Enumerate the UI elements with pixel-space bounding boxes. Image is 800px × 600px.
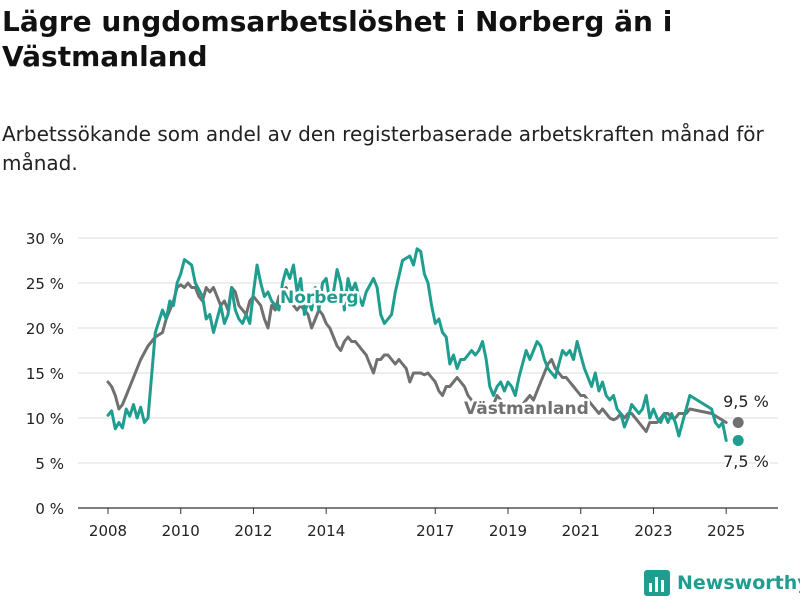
series-line-vastmanland <box>106 281 728 433</box>
end-label-norberg: 7,5 % <box>723 452 769 471</box>
y-axis-ticks: 0 % 5 % 10 % 15 % 20 % 25 % 30 % <box>26 230 64 518</box>
series-name-norberg: Norberg <box>280 288 359 308</box>
series-lines <box>106 247 744 446</box>
y-tick-label: 20 % <box>26 320 64 338</box>
y-tick-label: 30 % <box>26 230 64 248</box>
series-line-norberg <box>106 247 728 442</box>
brand-logo: Newsworthy <box>644 568 800 598</box>
series-labels: Norberg Västmanland 9,5 % 7,5 % <box>278 286 771 474</box>
end-point-norberg <box>732 435 744 446</box>
x-tick-label: 2023 <box>634 522 672 540</box>
newsworthy-logo-icon <box>644 570 670 596</box>
y-tick-label: 0 % <box>35 500 64 518</box>
end-label-vastmanland: 9,5 % <box>723 392 769 411</box>
x-tick-label: 2008 <box>89 522 127 540</box>
x-tick-label: 2025 <box>707 522 745 540</box>
x-tick-label: 2010 <box>162 522 200 540</box>
end-point-vastmanland <box>732 417 744 428</box>
x-tick-label: 2021 <box>562 522 600 540</box>
y-tick-label: 5 % <box>35 455 64 473</box>
chart-subtitle: Arbetssökande som andel av den registerb… <box>2 122 764 175</box>
y-tick-label: 15 % <box>26 365 64 383</box>
x-tick-label: 2014 <box>307 522 345 540</box>
brand-name: Newsworthy <box>677 572 800 594</box>
x-tick-label: 2019 <box>489 522 527 540</box>
y-tick-label: 25 % <box>26 275 64 293</box>
x-tick-label: 2017 <box>416 522 454 540</box>
series-name-vastmanland: Västmanland <box>464 399 589 419</box>
y-tick-label: 10 % <box>26 410 64 428</box>
x-tick-label: 2012 <box>234 522 272 540</box>
x-axis-ticks: 2008 2010 2012 2014 2017 2019 2021 2023 2025 <box>89 508 745 540</box>
chart-title: Lägre ungdomsarbetslöshet i Norberg än i… <box>2 5 673 73</box>
